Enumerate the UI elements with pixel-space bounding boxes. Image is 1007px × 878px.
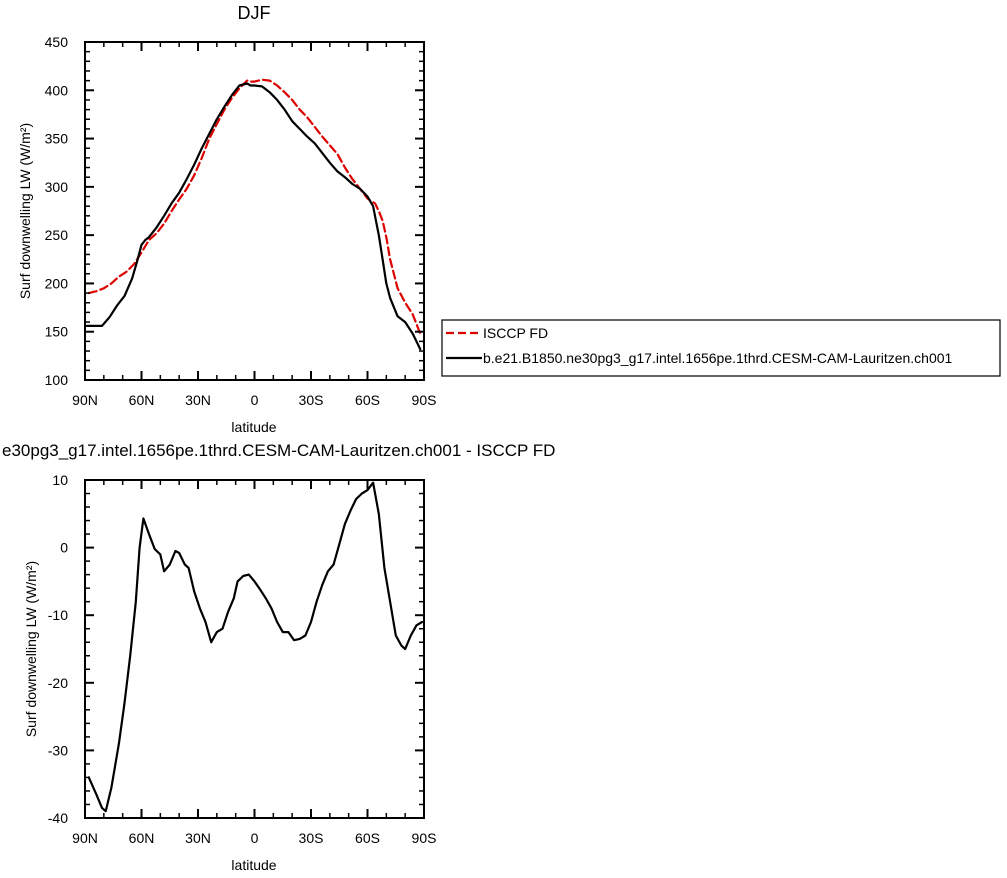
bottom-ytick-label: -20: [48, 675, 68, 691]
top-ytick-label: 400: [45, 82, 69, 98]
bottom-ytick-label: 10: [52, 472, 68, 488]
bottom-xtick-label: 0: [251, 830, 259, 846]
top-xtick-label: 60N: [129, 392, 155, 408]
bottom-xtick-label: 60S: [355, 830, 380, 846]
top-xtick-label: 30N: [185, 392, 211, 408]
bottom-xlabel: latitude: [231, 857, 276, 873]
top-xtick-label: 0: [251, 392, 259, 408]
top-xtick-label: 60S: [355, 392, 380, 408]
top-ytick-label: 300: [45, 179, 69, 195]
bottom-xtick-label: 90N: [72, 830, 98, 846]
top-xlabel: latitude: [231, 419, 276, 435]
top-xtick-label: 90S: [412, 392, 437, 408]
bottom-title: e30pg3_g17.intel.1656pe.1thrd.CESM-CAM-L…: [2, 441, 555, 460]
bottom-panel: e30pg3_g17.intel.1656pe.1thrd.CESM-CAM-L…: [2, 441, 555, 873]
bottom-ticks: 90N 60N 30N 0 30S 60S 90S -40 -30 -20 -10 0 10: [48, 472, 437, 846]
bottom-series-group: [87, 481, 424, 813]
top-ytick-label: 100: [45, 372, 69, 388]
top-series-line-0: [87, 78, 422, 335]
bottom-ytick-label: -30: [48, 742, 68, 758]
bottom-series-line-0: [87, 481, 424, 813]
bottom-ylabel: Surf downwelling LW (W/m²): [23, 561, 39, 737]
top-ytick-label: 450: [45, 34, 69, 50]
bottom-xtick-label: 90S: [412, 830, 437, 846]
top-ytick-label: 250: [45, 227, 69, 243]
top-ytick-label: 350: [45, 131, 69, 147]
top-title: DJF: [238, 3, 271, 23]
legend-label-model: b.e21.B1850.ne30pg3_g17.intel.1656pe.1th…: [483, 350, 953, 366]
bottom-xtick-label: 30S: [299, 830, 324, 846]
top-xtick-label: 90N: [72, 392, 98, 408]
legend-box: [441, 319, 1001, 377]
top-series-line-1: [85, 82, 422, 351]
legend-label-isccp: ISCCP FD: [483, 325, 548, 341]
top-ticks: 90N 60N 30N 0 30S 60S 90S 100 150 200 250 300 350 400…: [45, 34, 437, 408]
bottom-xtick-label: 60N: [129, 830, 155, 846]
bottom-plot-frame: [84, 479, 425, 819]
bottom-xtick-label: 30N: [185, 830, 211, 846]
top-ytick-label: 200: [45, 275, 69, 291]
top-ylabel: Surf downwelling LW (W/m²): [17, 123, 33, 299]
bottom-ytick-label: -40: [48, 810, 68, 826]
top-xtick-label: 30S: [299, 392, 324, 408]
bottom-ytick-label: 0: [60, 540, 68, 556]
top-panel: DJF 90N 60N 30N 0 30S 60S 90S 100 150 200 250 300 35…: [17, 3, 436, 435]
top-ytick-label: 150: [45, 324, 69, 340]
top-series-group: [85, 78, 422, 351]
legend: ISCCP FD b.e21.B1850.ne30pg3_g17.intel.1…: [441, 319, 1001, 377]
bottom-ytick-label: -10: [48, 607, 68, 623]
